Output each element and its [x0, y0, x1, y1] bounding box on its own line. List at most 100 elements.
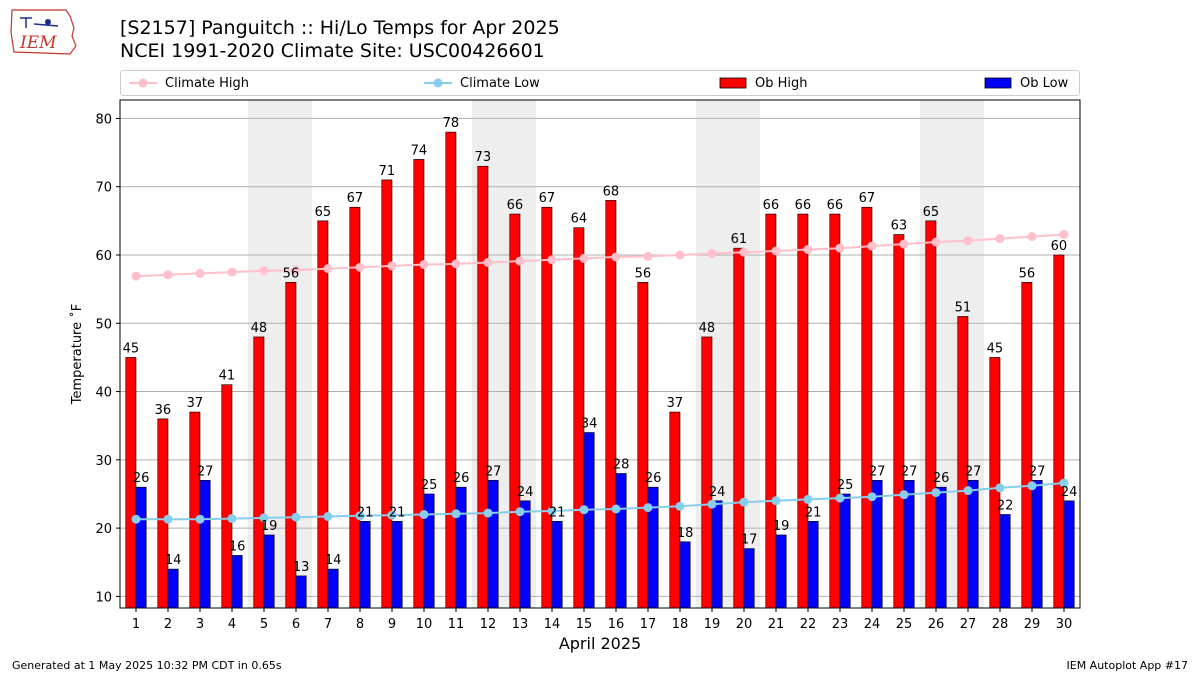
- ob-low-bar: [839, 493, 851, 609]
- climate-low-line: [136, 482, 1065, 521]
- x-tick-label: 26: [928, 617, 945, 632]
- climate-low-point: [707, 499, 717, 509]
- ob-low-label: 24: [517, 485, 534, 500]
- x-tick-label: 18: [672, 617, 689, 632]
- climate-high-point: [547, 255, 557, 265]
- climate-high-point: [739, 247, 749, 257]
- ob-high-label: 51: [955, 300, 972, 315]
- climate-high-point: [867, 241, 877, 251]
- climate-high-point: [611, 252, 621, 262]
- ob-high-bar: [381, 179, 393, 609]
- x-tick-label: 2: [164, 617, 172, 632]
- climate-high-point: [259, 266, 269, 276]
- ob-low-bar: [903, 480, 915, 609]
- ob-low-label: 27: [197, 464, 214, 479]
- ob-low-bar: [295, 575, 307, 609]
- climate-low-point: [643, 503, 653, 513]
- ob-high-bar: [829, 213, 841, 609]
- ob-low-label: 25: [837, 478, 854, 493]
- ob-low-bar: [999, 514, 1011, 609]
- ob-high-bar: [989, 357, 1001, 609]
- plot-frame: [119, 99, 1081, 609]
- climate-high-point: [771, 246, 781, 256]
- climate-high-point: [643, 251, 653, 261]
- legend-item-climate-high: Climate High: [129, 71, 249, 95]
- ob-low-label: 27: [901, 464, 918, 479]
- ob-high-label: 65: [923, 205, 940, 220]
- climate-high-point: [195, 268, 205, 278]
- x-tick-label: 13: [512, 617, 529, 632]
- ob-high-bar: [509, 213, 521, 609]
- legend-label-climate-low: Climate Low: [460, 75, 540, 91]
- climate-low-point: [995, 483, 1005, 493]
- x-tick-label: 22: [800, 617, 817, 632]
- ob-low-bar: [327, 568, 339, 609]
- climate-high-point: [131, 271, 141, 281]
- ob-high-label: 45: [123, 341, 140, 356]
- x-tick-label: 15: [576, 617, 593, 632]
- ob-high-label: 64: [571, 212, 588, 227]
- climate-low-point: [227, 514, 237, 524]
- legend-label-climate-high: Climate High: [165, 75, 250, 91]
- x-tick-label: 29: [1024, 617, 1041, 632]
- chart-subtitle: NCEI 1991-2020 Climate Site: USC00426601: [120, 40, 545, 62]
- x-tick-label: 27: [960, 617, 977, 632]
- climate-high-point: [515, 256, 525, 266]
- ob-low-label: 26: [933, 471, 950, 486]
- x-axis-label: April 2025: [559, 634, 641, 653]
- ob-high-bar: [1021, 282, 1033, 609]
- ob-high-bar: [157, 418, 169, 609]
- climate-low-point: [451, 509, 461, 519]
- iem-logo: IEM: [10, 9, 77, 55]
- ob-low-bar: [167, 568, 179, 609]
- climate-high-point: [1027, 232, 1037, 242]
- ob-low-label: 26: [133, 471, 150, 486]
- x-tick-label: 17: [640, 617, 657, 632]
- legend-item-ob-low: Ob Low: [984, 71, 1068, 95]
- ob-low-bar: [775, 534, 787, 609]
- ob-high-bar: [861, 206, 873, 609]
- ob-high-bar: [477, 165, 489, 609]
- ob-low-label: 21: [389, 505, 406, 520]
- ob-low-label: 17: [741, 533, 758, 548]
- ob-low-label: 24: [1061, 485, 1078, 500]
- climate-low-point: [1059, 478, 1069, 488]
- y-axis-label: Temperature ˚F: [69, 304, 85, 405]
- x-tick-label: 1: [132, 617, 140, 632]
- ob-low-label: 27: [869, 464, 886, 479]
- x-tick-label: 20: [736, 617, 753, 632]
- ob-high-label: 66: [795, 198, 812, 213]
- ob-high-bar: [541, 206, 553, 609]
- ob-high-label: 66: [507, 198, 524, 213]
- climate-low-point: [803, 494, 813, 504]
- climate-low-point: [419, 509, 429, 519]
- ob-high-label: 56: [635, 266, 652, 281]
- ob-high-bar: [701, 336, 713, 609]
- ob-high-bar: [413, 159, 425, 609]
- ob-high-bar: [957, 316, 969, 609]
- y-tick-label: 20: [95, 522, 112, 537]
- climate-low-point: [867, 492, 877, 502]
- ob-low-bar: [231, 555, 243, 609]
- ob-low-label: 22: [997, 498, 1014, 513]
- x-tick-label: 21: [768, 617, 785, 632]
- ob-low-label: 14: [325, 553, 342, 568]
- climate-low-point: [323, 512, 333, 522]
- ob-high-bar: [605, 200, 617, 609]
- ob-high-label: 67: [859, 191, 876, 206]
- ob-low-label: 21: [805, 505, 822, 520]
- ob-high-label: 66: [763, 198, 780, 213]
- gridlines: [120, 117, 1080, 597]
- x-tick-label: 28: [992, 617, 1009, 632]
- y-tick-label: 10: [95, 590, 112, 605]
- x-tick-label: 3: [196, 617, 204, 632]
- ob-high-label: 36: [155, 403, 172, 418]
- legend-item-climate-low: Climate Low: [424, 71, 540, 95]
- ob-high-label: 63: [891, 219, 908, 234]
- ob-low-bar: [199, 480, 211, 609]
- climate-low-point: [291, 512, 301, 522]
- climate-high-point: [995, 234, 1005, 244]
- x-tick-label: 4: [228, 617, 236, 632]
- climate-low-point: [611, 504, 621, 514]
